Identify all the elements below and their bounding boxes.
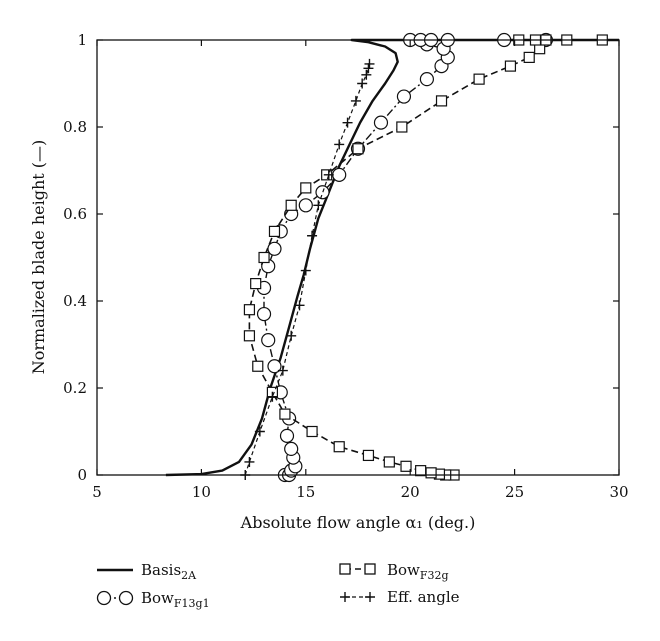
x-tick-label: 15: [296, 483, 315, 501]
data-point-bow-f32g: [300, 182, 312, 194]
data-point-eff-angle: [244, 456, 255, 467]
legend-label-bow-f32g-sub: F32g: [420, 569, 449, 582]
series-line-basis-2a: [165, 38, 619, 477]
legend-item-bow-f32g: BowF32g: [339, 561, 449, 582]
data-point-bow-f32g: [333, 441, 345, 453]
data-point-bow-f32g: [243, 304, 256, 316]
legend-item-basis: Basis2A: [97, 561, 197, 582]
data-point-bow-f32g: [352, 143, 364, 155]
data-point-eff-angle: [350, 95, 361, 106]
x-tick-label: 10: [192, 483, 211, 501]
legend-swatch-bow-f32g-marker: [339, 563, 351, 575]
data-point-eff-angle: [342, 117, 353, 128]
data-point-bow-f32g: [279, 408, 291, 420]
data-point-bow-f32g: [396, 121, 408, 133]
legend-swatch-bow-f32g-marker-2: [364, 563, 376, 575]
data-point-bow-f13g1: [261, 333, 276, 348]
data-point-bow-f13g1: [279, 428, 295, 443]
data-point-bow-f13g1: [256, 306, 272, 322]
data-point-bow-f32g: [252, 360, 264, 372]
data-point-eff-angle: [294, 300, 305, 311]
data-point-eff-angle: [300, 265, 311, 276]
x-tick-label: 5: [92, 483, 102, 501]
data-point-bow-f13g1: [298, 198, 313, 213]
data-point-bow-f13g1: [396, 89, 412, 104]
y-tick-label: 0.4: [63, 292, 87, 310]
data-point-eff-angle: [307, 230, 318, 241]
svg-text:BowF32g: BowF32g: [387, 561, 449, 582]
data-point-eff-angle: [323, 169, 334, 180]
plot-marks: [165, 32, 619, 483]
legend-swatch-eff-angle-marker-2: [365, 592, 375, 602]
series-line-bow-f13g1: [263, 39, 546, 476]
data-point-bow-f32g: [425, 467, 437, 479]
y-tick-label: 0.2: [63, 379, 87, 397]
plot-frame: [96, 39, 620, 476]
svg-text:BowF13g1: BowF13g1: [141, 589, 210, 610]
data-point-eff-angle: [364, 58, 375, 69]
data-point-bow-f32g: [250, 278, 262, 290]
legend-label-bow-f32g: Bow: [387, 561, 420, 579]
data-point-eff-angle: [361, 69, 372, 80]
data-point-bow-f32g: [523, 51, 535, 64]
data-point-eff-angle: [363, 63, 374, 74]
data-point-bow-f13g1: [373, 115, 389, 130]
x-tick-label: 20: [401, 483, 420, 501]
data-point-bow-f13g1: [284, 441, 299, 456]
x-tick-label: 30: [609, 483, 628, 501]
legend-label-eff-angle: Eff. angle: [387, 588, 460, 606]
x-axis-label: Absolute flow angle α₁ (deg.): [240, 513, 476, 532]
data-point-bow-f32g: [473, 73, 485, 85]
svg-text:Basis2A: Basis2A: [141, 561, 197, 582]
data-point-eff-angle: [286, 330, 297, 341]
series-line-bow-f32g: [248, 39, 603, 476]
data-point-bow-f32g: [504, 60, 517, 72]
legend-label-bow-f13g1: Bow: [141, 589, 174, 607]
legend: Basis2A BowF32g BowF13g1 Eff. angle: [96, 561, 460, 610]
data-point-bow-f32g: [415, 465, 427, 477]
legend-item-eff-angle: Eff. angle: [340, 588, 460, 606]
legend-label-basis: Basis: [141, 561, 181, 579]
legend-label-basis-sub: 2A: [181, 569, 197, 582]
data-point-eff-angle: [267, 391, 278, 402]
legend-swatch-bow-f13g1-marker: [96, 590, 112, 606]
x-tick-label: 25: [505, 483, 524, 501]
data-point-bow-f32g: [383, 456, 395, 468]
y-tick-label: 0.8: [63, 118, 87, 136]
ticks: 5 10 15 20 25 30 0 0.2 0.4 0.6 0.8 1: [63, 31, 628, 501]
legend-item-bow-f13g1: BowF13g1: [96, 589, 210, 610]
data-point-bow-f13g1: [267, 359, 282, 374]
data-point-bow-f32g: [306, 425, 318, 438]
data-point-bow-f32g: [258, 251, 270, 264]
y-axis-label: Normalized blade height (—): [29, 140, 48, 375]
y-tick-label: 0.6: [63, 205, 87, 223]
data-point-bow-f32g: [243, 330, 256, 342]
data-point-eff-angle: [277, 365, 288, 376]
legend-swatch-bow-f13g1-marker-2: [118, 590, 134, 606]
data-point-eff-angle: [254, 426, 265, 437]
legend-swatch-eff-angle-marker: [340, 592, 350, 602]
data-point-bow-f32g: [362, 449, 375, 462]
data-point-bow-f32g: [435, 95, 448, 107]
data-point-eff-angle: [357, 78, 368, 89]
data-point-bow-f32g: [400, 460, 412, 472]
y-tick-label: 1: [77, 31, 87, 49]
data-point-eff-angle: [334, 139, 345, 150]
y-tick-label: 0: [77, 466, 87, 484]
data-point-bow-f13g1: [315, 185, 330, 200]
data-point-eff-angle: [313, 200, 324, 211]
data-point-bow-f13g1: [332, 167, 347, 182]
data-point-bow-f32g: [285, 199, 297, 211]
data-point-bow-f13g1: [419, 72, 435, 87]
legend-label-bow-f13g1-sub: F13g1: [174, 597, 210, 610]
data-point-bow-f32g: [268, 225, 281, 237]
